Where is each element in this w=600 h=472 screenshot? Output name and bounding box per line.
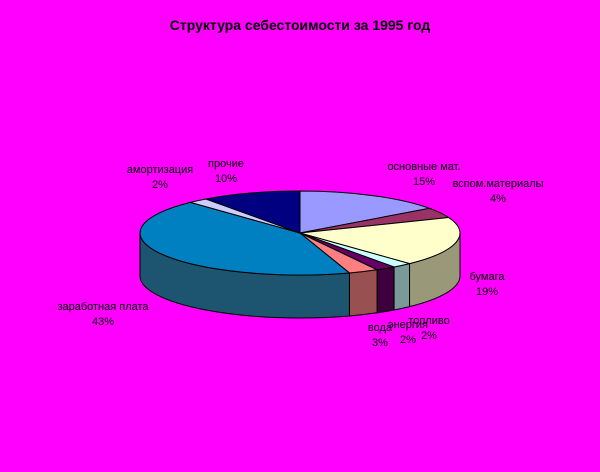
pie-slice-top-8[interactable] (204, 190, 301, 234)
data-label-percent: 2% (152, 179, 168, 191)
data-label-percent: 15% (412, 176, 436, 188)
data-label-4: энергия 2% (388, 318, 428, 348)
data-label-percent: 10% (214, 173, 238, 185)
data-label-7: амортизация 2% (127, 163, 193, 193)
data-label-0: основные мат. 15% (387, 160, 460, 190)
data-label-category: бумага (469, 271, 505, 283)
data-label-8: прочие 10% (208, 157, 244, 187)
data-label-category: заработная плата (57, 301, 149, 313)
pie-slice-side-3[interactable] (393, 262, 411, 311)
pie-slice-side-5[interactable] (348, 269, 378, 317)
pie-slice-side-4[interactable] (376, 266, 395, 314)
data-label-category: топливо (408, 315, 450, 327)
data-label-percent: 4% (490, 193, 506, 205)
data-label-category: основные мат. (387, 161, 461, 173)
data-label-2: бумага 19% (469, 270, 504, 300)
data-label-percent: 2% (421, 330, 437, 342)
data-label-percent: 2% (400, 334, 416, 346)
pie-slice-top-2[interactable] (299, 217, 461, 265)
data-label-category: вода (367, 322, 393, 334)
data-label-5: вода 3% (368, 321, 392, 351)
data-label-3: топливо 2% (408, 314, 449, 344)
data-label-percent: 3% (372, 337, 388, 349)
data-label-category: вспом.материалы (452, 178, 544, 190)
data-label-1: вспом.материалы 4% (452, 177, 543, 207)
chart-title: Структура себестоимости за 1995 год (169, 17, 431, 33)
data-label-percent: 19% (475, 286, 499, 298)
data-label-category: прочие (208, 158, 244, 170)
data-label-category: энергия (387, 319, 429, 331)
data-label-6: заработная плата 43% (57, 300, 148, 330)
data-label-category: амортизация (126, 164, 194, 176)
pie-slice-top-6[interactable] (139, 201, 351, 276)
data-label-percent: 43% (91, 316, 115, 328)
pie-slice-top-0[interactable] (299, 190, 432, 234)
